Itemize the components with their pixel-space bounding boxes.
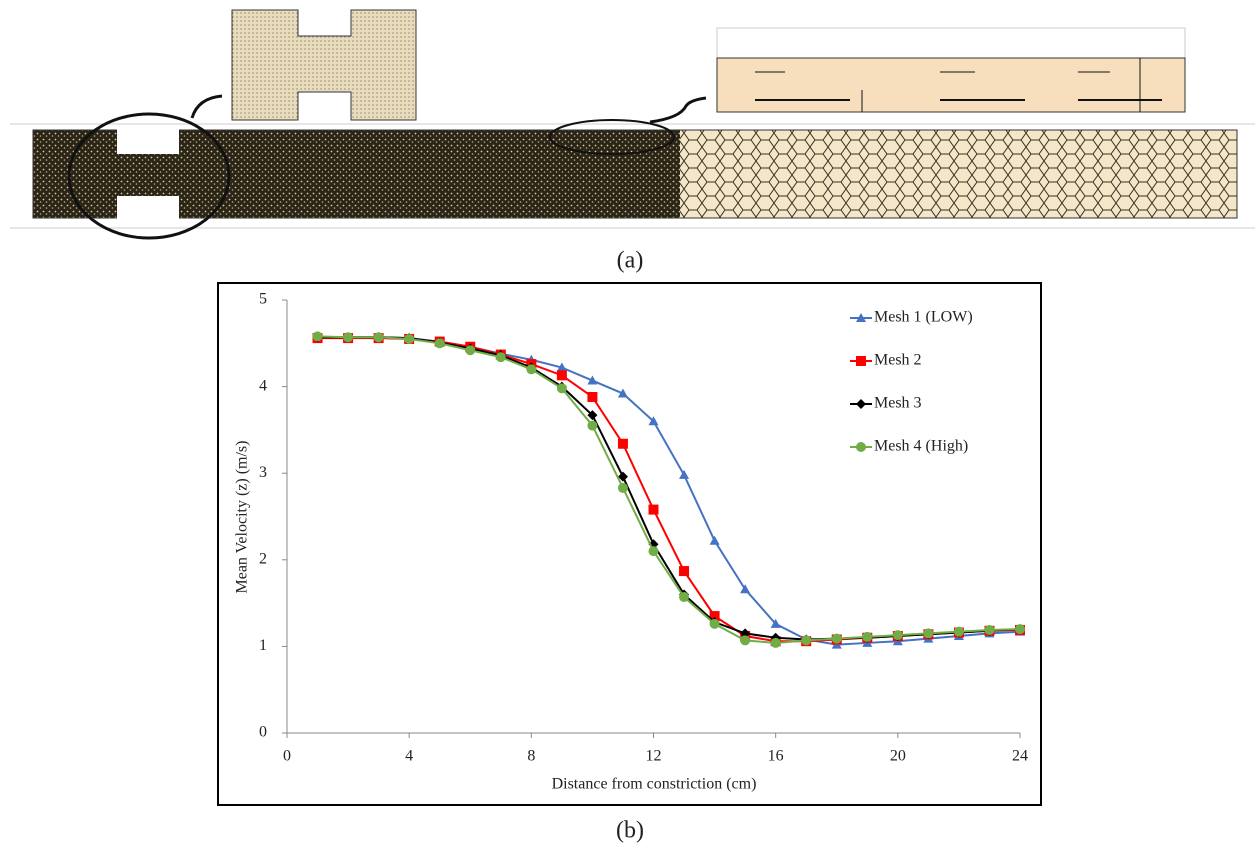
marker <box>679 566 689 576</box>
x-tick-label: 12 <box>646 748 662 765</box>
x-tick-label: 16 <box>768 748 784 765</box>
mesh-coarse <box>680 130 1237 218</box>
figure: (a) Distance from constriction (cm) Mean… <box>0 0 1255 849</box>
y-axis-label: Mean Velocity (z) (m/s) <box>234 441 251 594</box>
legend-label: Mesh 2 <box>874 352 922 369</box>
legend-label: Mesh 1 (LOW) <box>874 309 973 326</box>
marker <box>557 370 567 380</box>
y-tick-label: 0 <box>259 724 267 741</box>
x-axis-label: Distance from constriction (cm) <box>552 776 757 793</box>
legend-label: Mesh 3 <box>874 395 922 412</box>
marker <box>374 332 384 342</box>
marker <box>587 421 597 431</box>
marker <box>801 635 811 645</box>
legend-label: Mesh 4 (High) <box>874 438 968 455</box>
legend-marker <box>856 442 866 452</box>
marker <box>740 635 750 645</box>
y-tick-label: 4 <box>259 377 267 394</box>
marker <box>526 364 536 374</box>
marker <box>649 505 659 515</box>
constriction <box>117 196 179 220</box>
marker <box>984 625 994 635</box>
marker <box>313 331 323 341</box>
legend-marker <box>856 356 866 366</box>
y-tick-label: 3 <box>259 464 267 481</box>
marker <box>496 352 506 362</box>
marker <box>923 628 933 638</box>
x-tick-label: 24 <box>1012 748 1028 765</box>
marker <box>587 392 597 402</box>
marker <box>649 546 659 556</box>
y-tick-label: 5 <box>259 291 267 308</box>
caption: (a) <box>617 248 644 274</box>
marker <box>618 483 628 493</box>
marker <box>710 619 720 629</box>
marker <box>893 630 903 640</box>
x-tick-label: 4 <box>405 748 413 765</box>
marker <box>343 332 353 342</box>
marker <box>557 383 567 393</box>
marker <box>954 627 964 637</box>
inset-flow <box>717 58 1185 112</box>
caption: (b) <box>616 818 644 844</box>
marker <box>465 345 475 355</box>
x-tick-label: 20 <box>890 748 906 765</box>
marker <box>862 632 872 642</box>
marker <box>679 592 689 602</box>
marker <box>435 338 445 348</box>
marker <box>771 638 781 648</box>
inset-mesh <box>232 10 416 120</box>
arrow <box>192 96 222 118</box>
page: (a) Distance from constriction (cm) Mean… <box>0 0 1255 849</box>
x-tick-label: 0 <box>283 748 291 765</box>
marker <box>1015 624 1025 634</box>
y-tick-label: 2 <box>259 550 267 567</box>
marker <box>404 334 414 344</box>
marker <box>618 439 628 449</box>
constriction <box>117 128 179 154</box>
marker <box>832 634 842 644</box>
arrow <box>650 98 706 122</box>
x-tick-label: 8 <box>527 748 535 765</box>
y-tick-label: 1 <box>259 637 267 654</box>
